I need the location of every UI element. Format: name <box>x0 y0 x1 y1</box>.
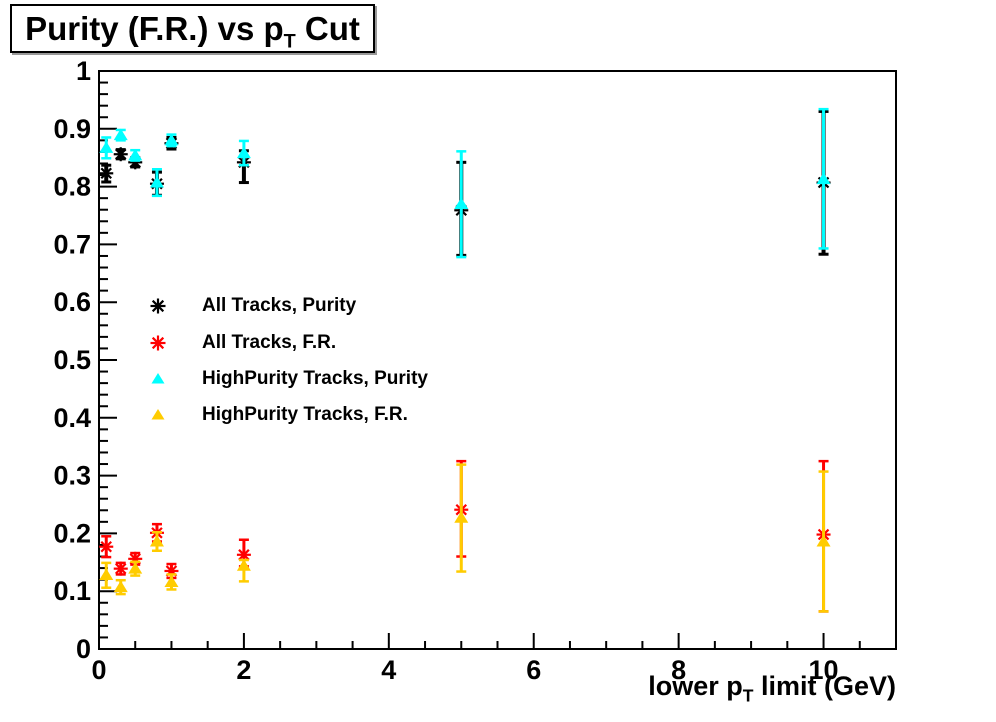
x-tick-label: 8 <box>671 655 686 685</box>
series-1 <box>99 459 831 613</box>
data-point-asterisk <box>150 335 166 351</box>
data-point-triangle <box>99 568 114 581</box>
x-tick-label: 4 <box>381 655 396 685</box>
triangle-marker-icon <box>151 409 165 420</box>
data-point-triangle <box>151 409 165 420</box>
x-axis-title-text: lower p <box>648 671 743 701</box>
series-3 <box>99 463 831 613</box>
data-point-triangle <box>454 511 469 523</box>
data-point-triangle <box>128 148 143 161</box>
data-point-asterisk <box>113 561 128 576</box>
legend: All Tracks, Purity All Tracks, F.R. High… <box>147 288 428 434</box>
data-point-triangle <box>113 580 128 593</box>
data-point-triangle <box>149 534 164 547</box>
x-tick-label: 0 <box>91 655 106 685</box>
x-axis-labels: 0 2 4 6 8 10 <box>91 655 838 685</box>
x-axis-title: lower pT limit (GeV) <box>648 671 896 706</box>
data-point-triangle <box>816 534 831 547</box>
data-point-triangle <box>149 176 164 188</box>
series-0 <box>99 109 831 257</box>
data-point-triangle <box>128 562 143 574</box>
x-axis-title-subscript: T <box>742 685 754 706</box>
y-tick-label: 0.2 <box>53 518 91 548</box>
legend-label: All Tracks, Purity <box>202 295 357 317</box>
data-point-triangle <box>816 172 831 185</box>
data-point-triangle <box>164 575 179 587</box>
legend-item: All Tracks, F.R. <box>147 324 428 360</box>
x-axis-ticks <box>98 633 861 649</box>
plot-title-text-after: Cut <box>295 10 360 47</box>
data-point-triangle <box>236 146 251 159</box>
x-axis-title-text-after: limit (GeV) <box>753 671 896 701</box>
y-tick-label: 0.6 <box>53 287 91 317</box>
y-tick-label: 0.1 <box>53 576 91 606</box>
data-point-triangle <box>454 197 469 209</box>
plot-title-text: Purity (F.R.) vs p <box>25 10 284 47</box>
y-tick-label: 0.9 <box>53 114 91 144</box>
data-point-triangle <box>164 133 179 146</box>
legend-label: HighPurity Tracks, Purity <box>202 367 428 389</box>
data-point-triangle <box>151 372 165 384</box>
y-tick-label: 0.7 <box>53 229 91 259</box>
data-point-triangle <box>99 141 114 153</box>
y-tick-label: 0.3 <box>53 461 91 491</box>
x-tick-label: 10 <box>809 655 839 685</box>
y-tick-label: 0.8 <box>53 172 91 202</box>
x-tick-label: 6 <box>526 655 541 685</box>
legend-item: HighPurity Tracks, Purity <box>147 361 428 397</box>
asterisk-marker-icon <box>150 298 166 314</box>
data-point-triangle <box>113 128 128 141</box>
series-2 <box>99 107 831 259</box>
legend-label: All Tracks, F.R. <box>202 331 337 353</box>
y-tick-label: 0.4 <box>53 403 91 433</box>
x-tick-label: 2 <box>236 655 251 685</box>
data-point-asterisk <box>99 539 114 554</box>
triangle-marker-icon <box>151 372 165 384</box>
legend-label: HighPurity Tracks, F.R. <box>202 404 408 426</box>
asterisk-marker-icon <box>150 335 166 351</box>
data-point-asterisk <box>99 166 114 181</box>
legend-item: HighPurity Tracks, F.R. <box>147 397 428 433</box>
data-point-asterisk <box>150 298 166 314</box>
data-point-triangle <box>236 559 251 571</box>
y-axis-labels: 0 0.1 0.2 0.3 0.4 0.5 0.6 0.7 0.8 0.9 1 <box>53 56 91 664</box>
y-tick-label: 0 <box>76 634 91 664</box>
legend-item: All Tracks, Purity <box>147 288 428 324</box>
plot-title: Purity (F.R.) vs pT Cut <box>10 4 375 53</box>
y-tick-label: 1 <box>76 56 91 86</box>
plot-title-subscript: T <box>283 30 296 53</box>
data-point-asterisk <box>113 147 128 162</box>
y-tick-label: 0.5 <box>53 345 91 375</box>
